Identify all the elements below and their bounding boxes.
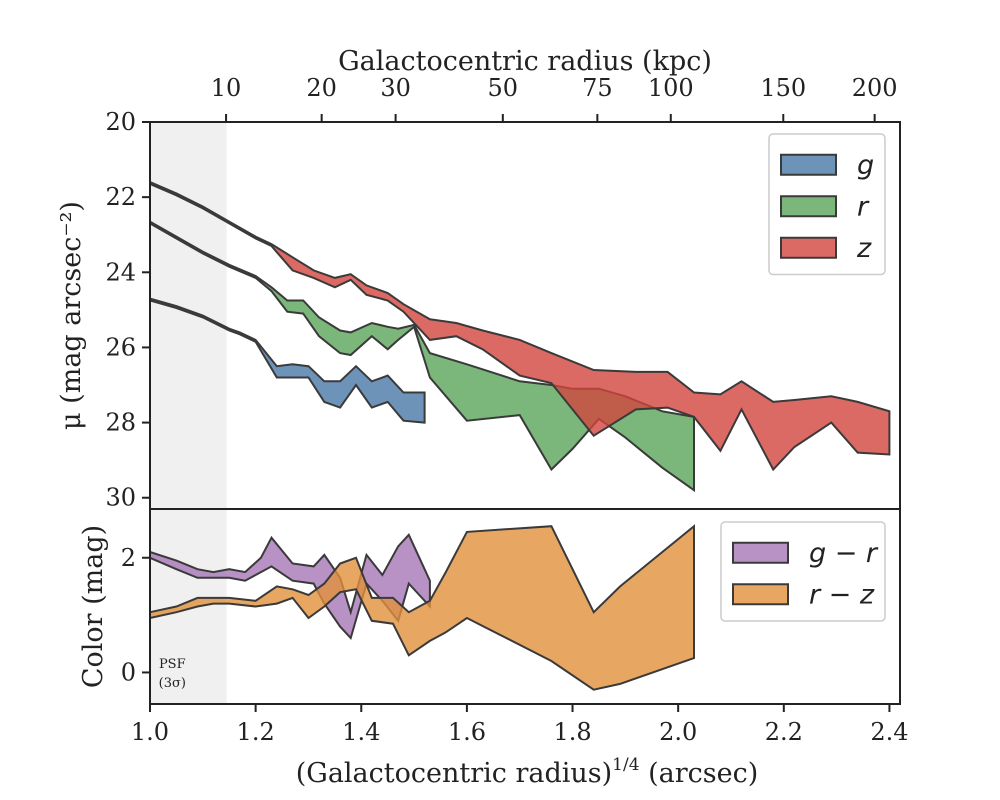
legend-label-g-r: g − r <box>809 538 879 569</box>
y-tick-label: 20 <box>105 108 136 136</box>
legend-label-z: z <box>856 233 872 264</box>
x-axis-title: (Galactocentric radius)1/4 (arcsec) <box>296 755 759 789</box>
psf-sigma-label: (3σ) <box>159 676 186 691</box>
top-x-tick-label: 150 <box>760 74 806 102</box>
color-y-tick-label: 2 <box>121 544 136 572</box>
top-legend: grz <box>768 133 886 276</box>
legend-swatch-z <box>780 236 837 259</box>
y-axis-title: μ (mag arcsec⁻²) <box>56 201 87 430</box>
legend-label-r-z: r − z <box>809 579 875 610</box>
band-z <box>149 180 891 472</box>
surface-brightness-panel: 20 22 24 26 28 30 10 20 30 50 75 100 150 200 grz Gal… <box>56 46 901 512</box>
x-tick-label: 1.2 <box>237 718 275 746</box>
y-tick-label: 24 <box>105 258 136 286</box>
x-axis-ticks: 1.0 1.2 1.4 1.6 1.8 2.0 2.2 2.4 <box>131 704 909 746</box>
top-x-tick-label: 100 <box>648 74 694 102</box>
x-tick-label: 1.8 <box>553 718 591 746</box>
legend-swatch-r <box>780 195 837 218</box>
x-tick-label: 2.0 <box>659 718 697 746</box>
x-axis-title-main: (Galactocentric radius) <box>296 758 612 789</box>
top-x-tick-label: 20 <box>306 74 337 102</box>
top-x-tick-label: 10 <box>211 74 242 102</box>
band-r-z <box>149 524 695 691</box>
y-tick-label: 26 <box>105 333 136 361</box>
legend-label-r: r <box>857 191 870 222</box>
legend-swatch-g-r <box>732 541 789 564</box>
y-tick-label: 30 <box>105 484 136 512</box>
x-tick-label: 2.4 <box>870 718 908 746</box>
surface-brightness-areas <box>149 180 891 493</box>
band-g <box>149 297 426 424</box>
x-axis-title-exponent: 1/4 <box>612 755 639 775</box>
color-y-tick-label: 0 <box>121 658 136 686</box>
top-x-axis-title: Galactocentric radius (kpc) <box>338 46 712 77</box>
bottom-panel-frame <box>149 508 901 705</box>
band-r <box>149 219 695 493</box>
x-axis-title-unit: (arcsec) <box>640 758 759 789</box>
top-x-tick-label: 75 <box>582 74 613 102</box>
y-tick-label: 22 <box>105 183 136 211</box>
psf-label: PSF <box>159 657 186 672</box>
x-tick-label: 1.4 <box>342 718 380 746</box>
y-tick-label: 28 <box>105 409 136 437</box>
x-tick-label: 2.2 <box>765 718 803 746</box>
top-x-tick-label: 50 <box>488 74 519 102</box>
bottom-legend: g − r r − z <box>720 521 886 622</box>
color-y-axis-title: Color (mag) <box>78 525 109 688</box>
legend-label-g: g <box>857 150 874 181</box>
legend-swatch-r-z <box>732 583 789 606</box>
x-tick-label: 1.0 <box>131 718 169 746</box>
color-areas <box>149 524 695 691</box>
color-panel: 02 1.0 1.2 1.4 1.6 1.8 2.0 2.2 2.4 g − rr − z P… <box>78 508 909 789</box>
top-x-axis-ticks: 10 20 30 50 75 100 150 200 <box>211 74 898 122</box>
x-tick-label: 1.6 <box>448 718 486 746</box>
color-y-axis-ticks: 02 <box>121 544 150 686</box>
top-x-tick-label: 30 <box>380 74 411 102</box>
y-axis-ticks: 20 22 24 26 28 30 <box>105 108 150 512</box>
psf-shaded-region <box>150 122 227 509</box>
top-x-tick-label: 200 <box>852 74 898 102</box>
legend-swatch-g <box>780 153 837 176</box>
